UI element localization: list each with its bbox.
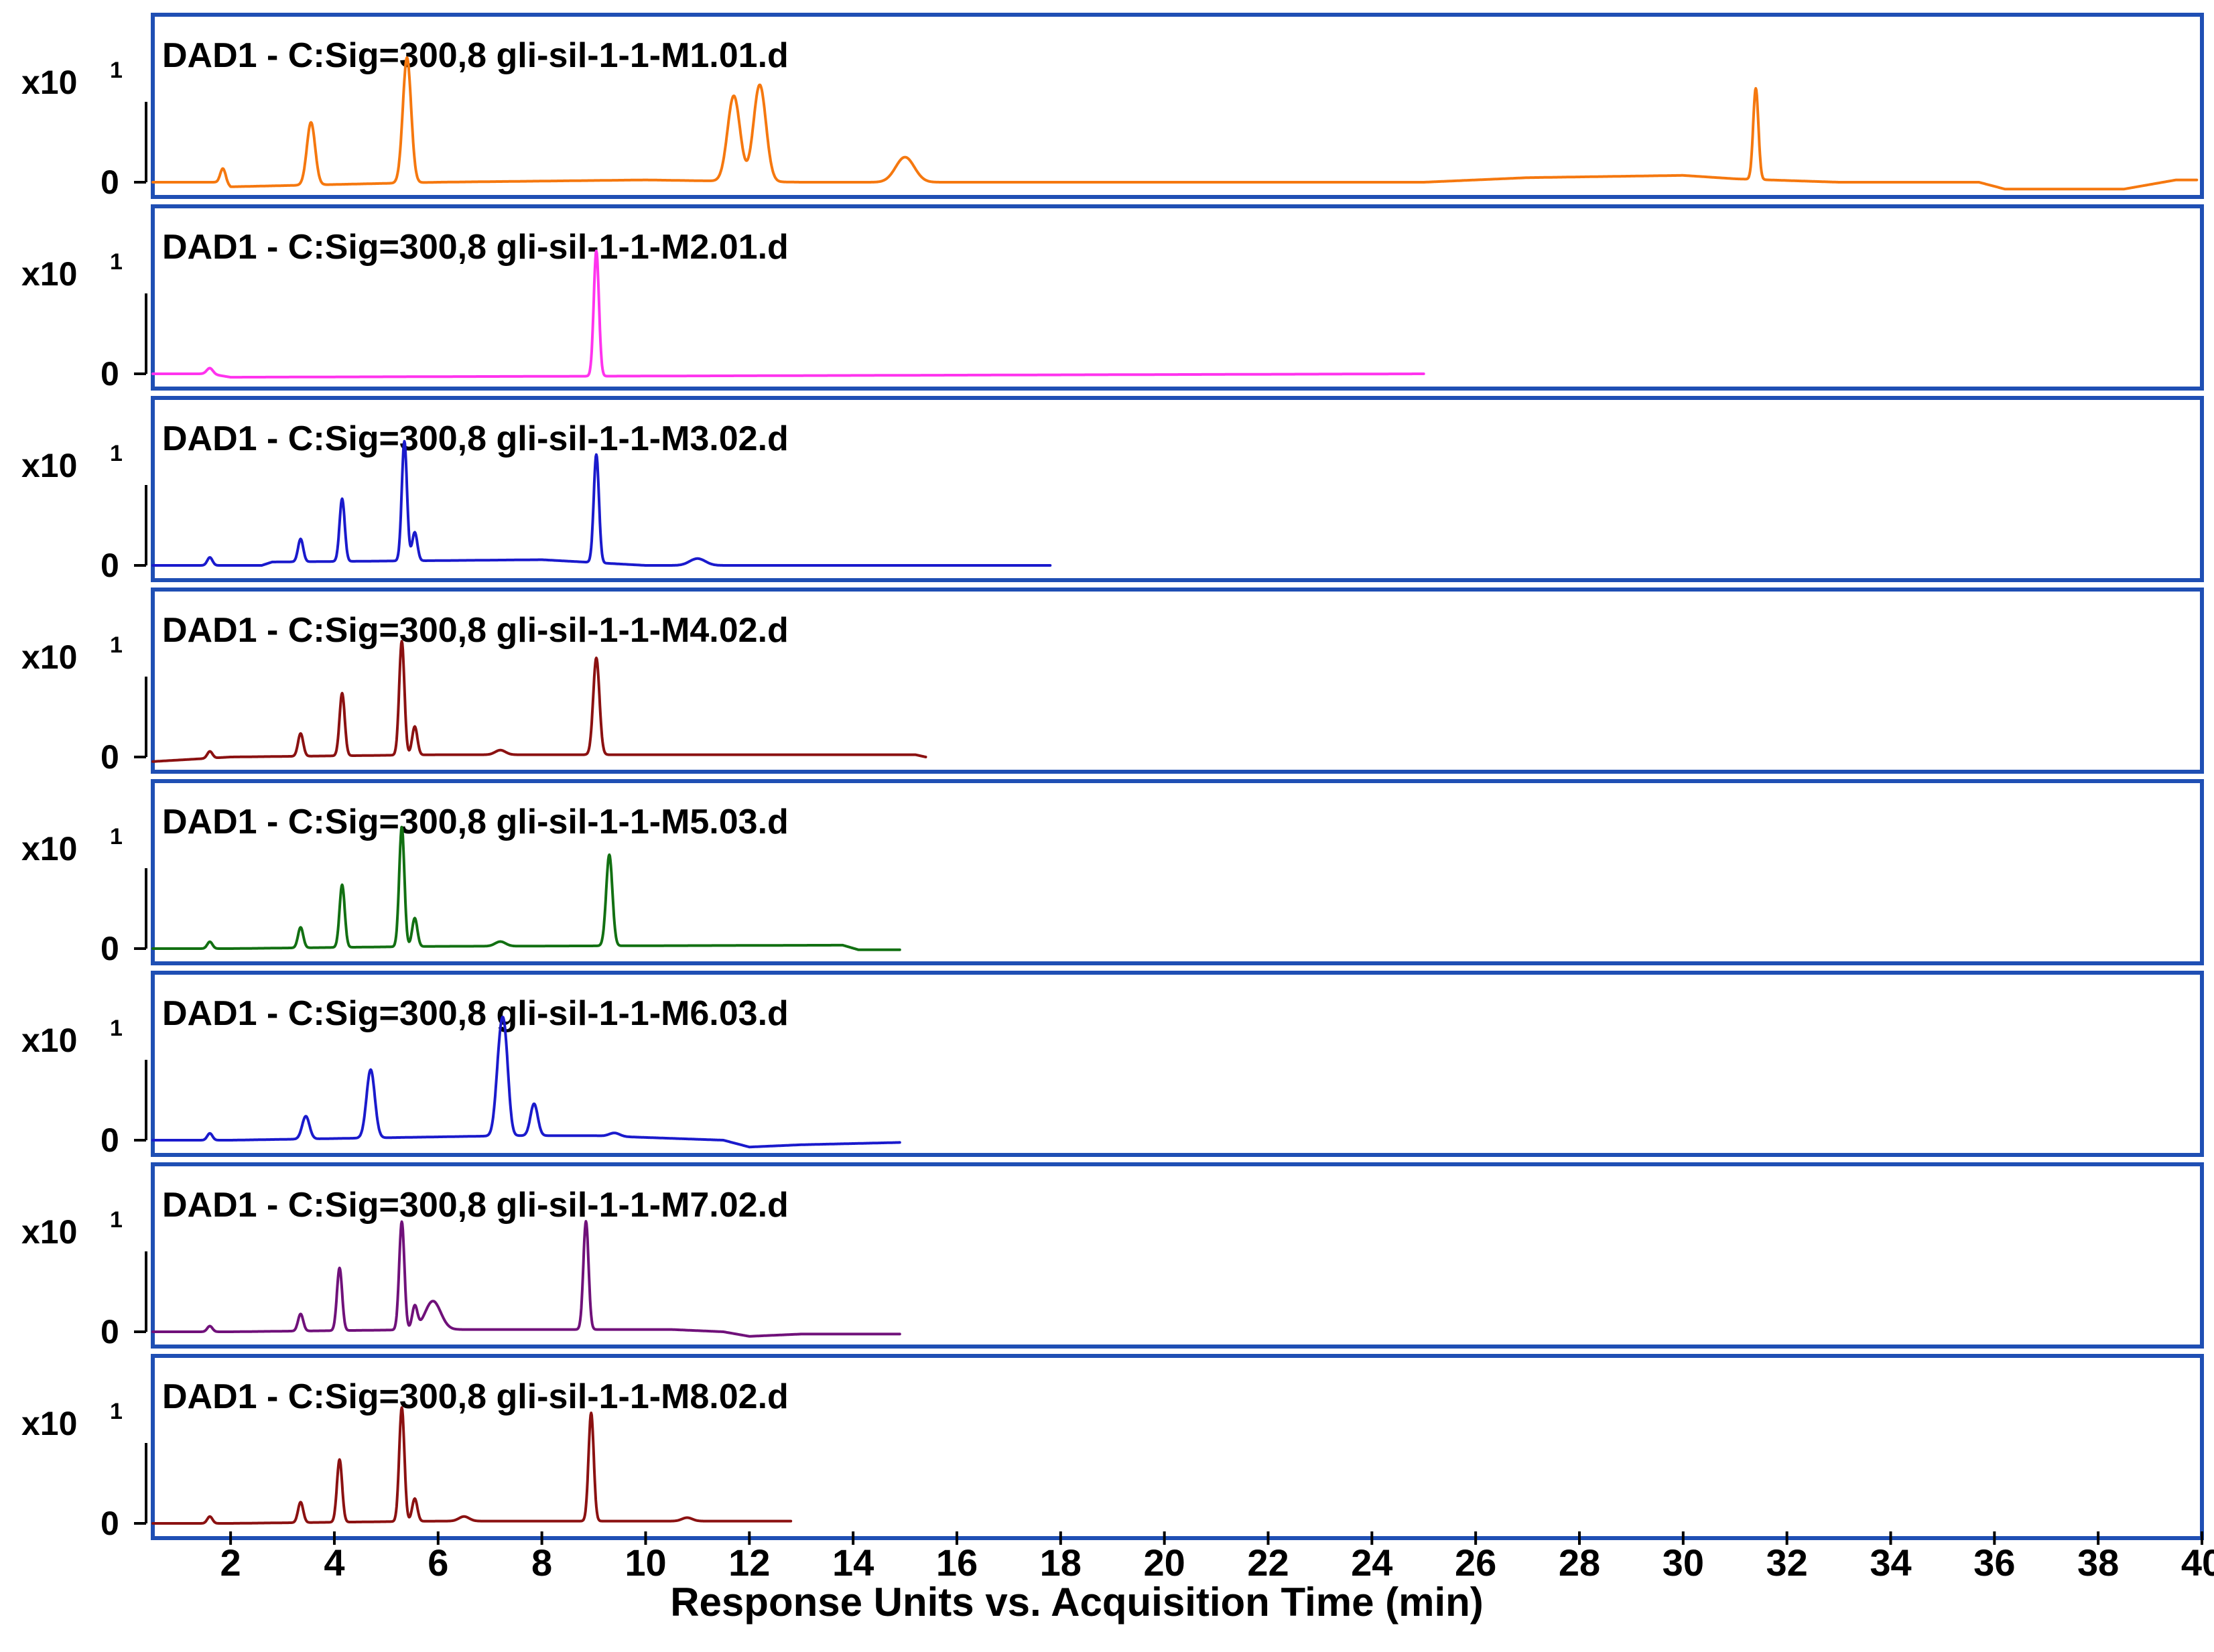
panel-title: DAD1 - C:Sig=300,8 gli-sil-1-1-M1.01.d (162, 36, 789, 75)
panel-title: DAD1 - C:Sig=300,8 gli-sil-1-1-M7.02.d (162, 1186, 789, 1225)
y-exponent-label: 1 (110, 441, 123, 466)
chromatogram-panel: DAD1 - C:Sig=300,8 gli-sil-1-1-M4.02.d x1… (21, 588, 2204, 776)
panel-frame (151, 779, 2204, 965)
panel-title: DAD1 - C:Sig=300,8 gli-sil-1-1-M3.02.d (162, 419, 789, 458)
x-tick-label: 34 (1870, 1541, 1911, 1584)
x-tick-label: 2 (220, 1541, 241, 1584)
x-tick-label: 28 (1559, 1541, 1600, 1584)
panel-frame (151, 971, 2204, 1157)
y-exponent-label: 1 (110, 249, 123, 275)
y-exponent-label: 1 (110, 1016, 123, 1041)
x-tick-label: 38 (2077, 1541, 2119, 1584)
chromatogram-panel: DAD1 - C:Sig=300,8 gli-sil-1-1-M7.02.d x1… (21, 1162, 2204, 1351)
x-tick-label: 22 (1247, 1541, 1289, 1584)
x-tick-label: 40 (2181, 1541, 2214, 1584)
panel-title: DAD1 - C:Sig=300,8 gli-sil-1-1-M4.02.d (162, 611, 789, 650)
y-zero-label: 0 (101, 1121, 119, 1159)
x-tick-label: 30 (1663, 1541, 1704, 1584)
panel-title: DAD1 - C:Sig=300,8 gli-sil-1-1-M6.03.d (162, 994, 789, 1033)
chromatogram-trace (151, 56, 2199, 191)
y-zero-label: 0 (101, 738, 119, 776)
panel-frame (151, 204, 2204, 391)
panel-title: DAD1 - C:Sig=300,8 gli-sil-1-1-M2.01.d (162, 228, 789, 267)
y-exponent-label: 1 (110, 58, 123, 83)
y-multiplier-label: x10 (21, 1213, 77, 1251)
y-zero-label: 0 (101, 1313, 119, 1351)
y-multiplier-label: x10 (21, 1405, 77, 1442)
chromatogram-panel: DAD1 - C:Sig=300,8 gli-sil-1-1-M2.01.d x1… (21, 204, 2204, 393)
y-zero-label: 0 (101, 163, 119, 201)
panel-frame (151, 588, 2204, 774)
x-tick-label: 18 (1040, 1541, 1082, 1584)
panel-frame (151, 1162, 2204, 1349)
y-zero-label: 0 (101, 930, 119, 967)
panel-frame (151, 396, 2204, 582)
y-zero-label: 0 (101, 547, 119, 584)
x-tick-label: 36 (1973, 1541, 2015, 1584)
y-multiplier-label: x10 (21, 447, 77, 484)
y-multiplier-label: x10 (21, 255, 77, 293)
chromatogram-panel: DAD1 - C:Sig=300,8 gli-sil-1-1-M8.02.d x1… (21, 1354, 2204, 1542)
panel-title: DAD1 - C:Sig=300,8 gli-sil-1-1-M5.03.d (162, 803, 789, 841)
y-multiplier-label: x10 (21, 64, 77, 101)
y-multiplier-label: x10 (21, 1022, 77, 1059)
chromatogram-trace (151, 1016, 901, 1149)
y-exponent-label: 1 (110, 632, 123, 658)
x-tick-label: 6 (428, 1541, 448, 1584)
x-axis: 2 4 6 8 10 12 14 16 18 20 22 24 26 28 30 32 34 36 38 40 (220, 1531, 2214, 1584)
x-tick-label: 12 (728, 1541, 770, 1584)
y-multiplier-label: x10 (21, 638, 77, 676)
panels: DAD1 - C:Sig=300,8 gli-sil-1-1-M1.01.d x1… (21, 13, 2204, 1542)
x-tick-label: 24 (1351, 1541, 1392, 1584)
chromatogram-panel: DAD1 - C:Sig=300,8 gli-sil-1-1-M6.03.d x1… (21, 971, 2204, 1159)
x-tick-label: 4 (324, 1541, 344, 1584)
chromatogram-trace (151, 640, 927, 763)
x-tick-label: 32 (1766, 1541, 1808, 1584)
x-tick-label: 8 (531, 1541, 552, 1584)
chromatogram-trace (151, 439, 1052, 567)
panel-title: DAD1 - C:Sig=300,8 gli-sil-1-1-M8.02.d (162, 1377, 789, 1416)
y-zero-label: 0 (101, 1505, 119, 1542)
chromatogram-trace (151, 825, 901, 951)
chromatogram-panel: DAD1 - C:Sig=300,8 gli-sil-1-1-M3.02.d x1… (21, 396, 2204, 584)
x-axis-title: Response Units vs. Acquisition Time (min… (670, 1580, 1484, 1625)
chromatogram-panel: DAD1 - C:Sig=300,8 gli-sil-1-1-M5.03.d x1… (21, 779, 2204, 967)
chromatogram-panel: DAD1 - C:Sig=300,8 gli-sil-1-1-M1.01.d x1… (21, 13, 2204, 201)
chromatogram-trace (151, 1220, 901, 1338)
x-tick-label: 10 (625, 1541, 666, 1584)
panel-frame (151, 1354, 2204, 1540)
y-multiplier-label: x10 (21, 830, 77, 868)
y-exponent-label: 1 (110, 1207, 123, 1233)
chromatogram-trace (151, 1406, 793, 1525)
x-tick-label: 26 (1455, 1541, 1496, 1584)
x-tick-label: 14 (832, 1541, 874, 1584)
chromatogram-trace (151, 249, 1425, 379)
y-zero-label: 0 (101, 355, 119, 393)
x-tick-label: 20 (1143, 1541, 1185, 1584)
y-exponent-label: 1 (110, 1399, 123, 1424)
x-tick-label: 16 (936, 1541, 978, 1584)
y-exponent-label: 1 (110, 824, 123, 849)
panel-frame (151, 13, 2204, 199)
